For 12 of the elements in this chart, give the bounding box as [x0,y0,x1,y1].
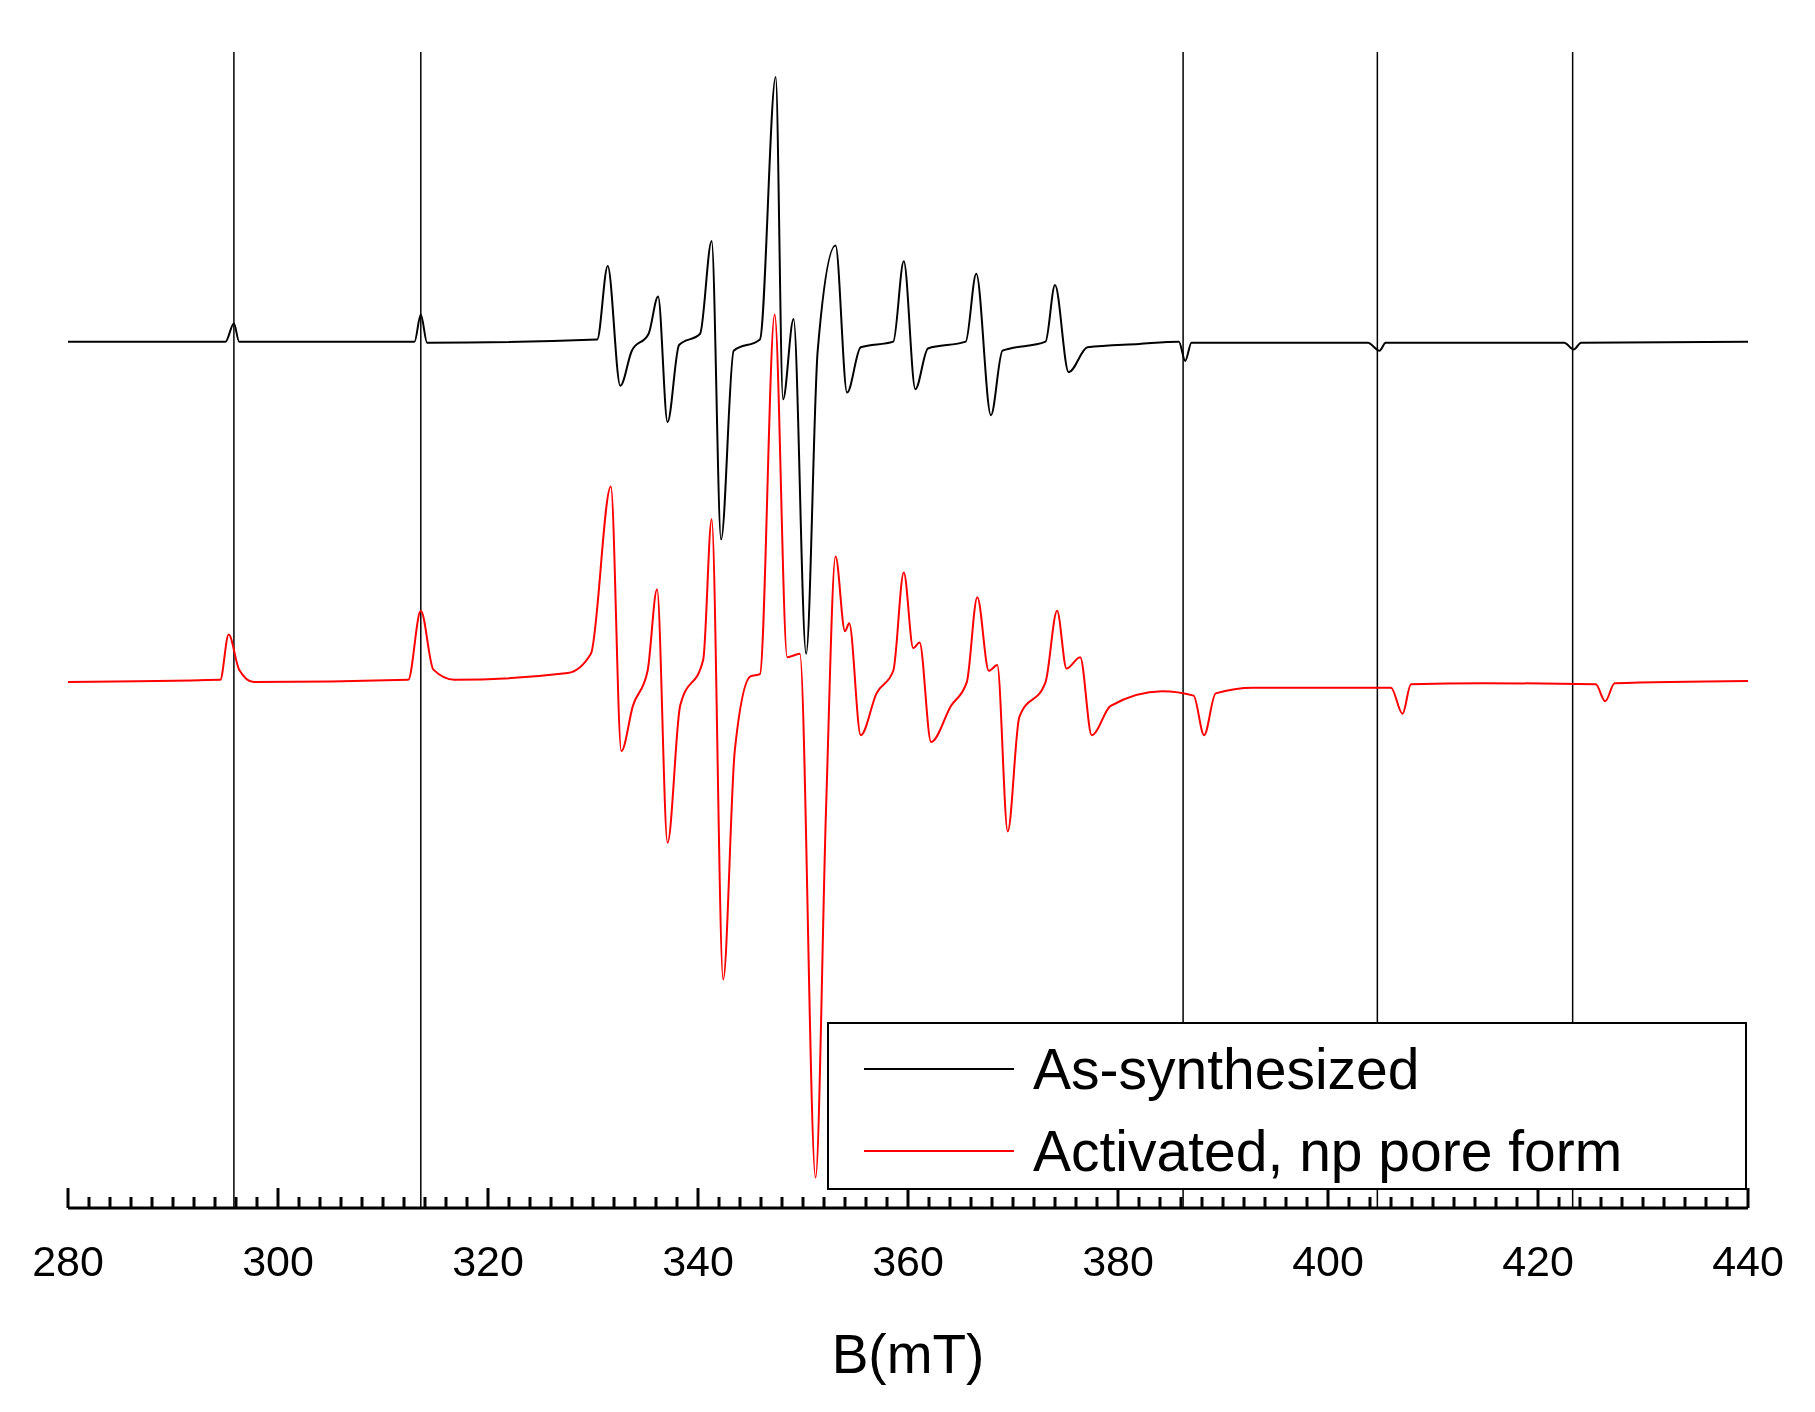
legend-label: As-synthesized [1033,1037,1420,1101]
legend-label: Activated, np pore form [1033,1119,1623,1183]
x-tick-label: 360 [872,1237,944,1285]
x-tick-label: 400 [1292,1237,1364,1285]
x-tick-label: 280 [32,1237,104,1285]
x-tick-label: 340 [662,1237,734,1285]
x-tick-label: 420 [1502,1237,1574,1285]
x-tick-label: 320 [452,1237,524,1285]
x-tick-label: 440 [1712,1237,1784,1285]
x-tick-label: 300 [242,1237,314,1285]
x-axis-title: B(mT) [831,1323,985,1385]
x-tick-label: 380 [1082,1237,1154,1285]
